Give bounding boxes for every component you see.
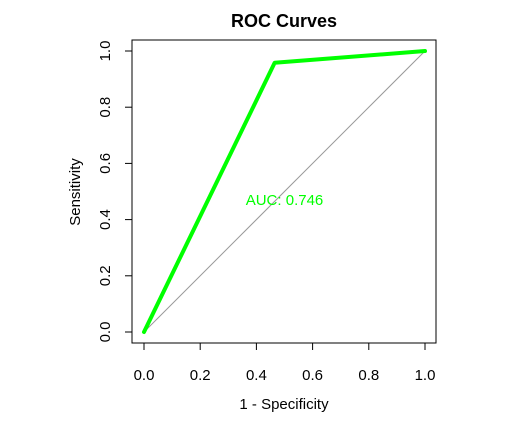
x-tick-label: 1.0: [415, 367, 436, 384]
plot-content: AUC: 0.746: [142, 49, 427, 334]
y-tick-label: 0.0: [97, 322, 114, 343]
x-tick-label: 0.6: [302, 367, 323, 384]
y-tick-label: 1.0: [97, 41, 114, 62]
chart-title: ROC Curves: [231, 11, 337, 31]
x-tick-label: 0.0: [134, 367, 155, 384]
axes: 0.0 0.2 0.4 0.6 0.8 1.0 0.0 0.2 0.4 0.6 0.8 1.0: [97, 41, 435, 384]
x-tick-label: 0.8: [358, 367, 379, 384]
x-tick-label: 0.2: [190, 367, 211, 384]
auc-annotation: AUC: 0.746: [246, 192, 324, 209]
y-axis-label: Sensitivity: [67, 158, 84, 226]
reference-diagonal-line: [143, 50, 426, 333]
roc-curve-line: [142, 49, 427, 334]
x-tick-label: 0.4: [246, 367, 267, 384]
y-tick-label: 0.4: [97, 209, 114, 230]
x-axis-label: 1 - Specificity: [239, 396, 329, 413]
y-tick-label: 0.6: [97, 153, 114, 174]
y-tick-label: 0.2: [97, 265, 114, 286]
y-tick-label: 0.8: [97, 97, 114, 118]
